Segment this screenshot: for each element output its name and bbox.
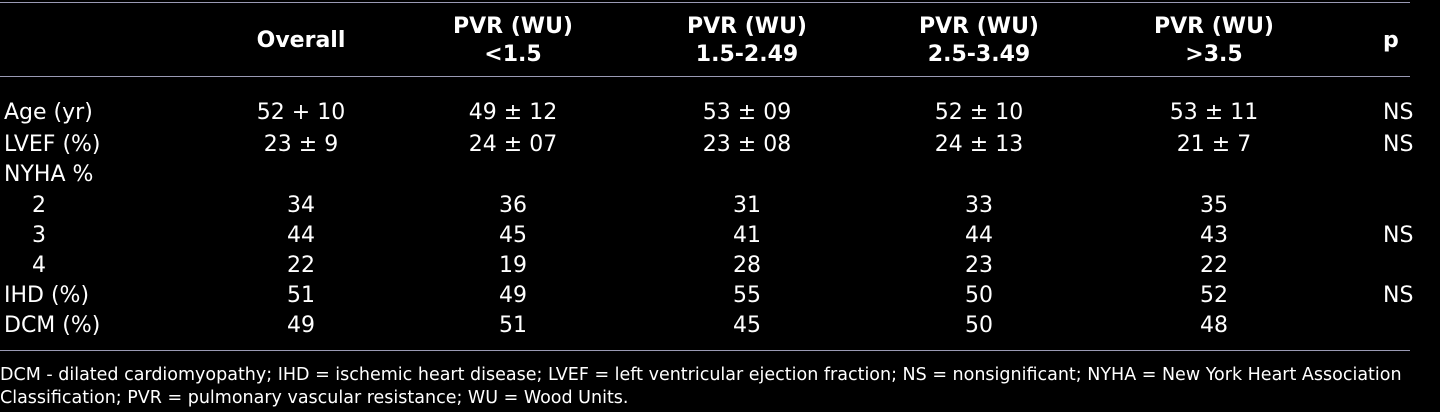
row-label: IHD (%) [4,283,90,308]
table-cell-g4: 52 [1200,283,1228,308]
table-cell-g3: 44 [965,223,993,248]
column-header-line: 2.5-3.49 [927,42,1031,67]
row-label: LVEF (%) [4,132,101,157]
table-cell-g3: 50 [965,283,993,308]
table-cell-g3: 50 [965,313,993,338]
table-cell-overall: 51 [287,283,315,308]
table-cell-g1: 49 ± 12 [468,100,558,125]
table-cell-overall: 49 [287,313,315,338]
column-header-line: PVR (WU) [687,14,807,39]
column-header-line: <1.5 [484,42,542,67]
column-header-line: >3.5 [1185,42,1243,67]
table-cell-g4: 53 ± 11 [1169,100,1259,125]
table-cell-g1: 51 [499,313,527,338]
column-header-g2: PVR (WU) 1.5-2.49 [657,13,837,69]
column-header-g4: PVR (WU) >3.5 [1124,13,1304,69]
row-label: 4 [32,253,46,278]
column-header-line: PVR (WU) [919,14,1039,39]
column-header-g3: PVR (WU) 2.5-3.49 [889,13,1069,69]
table-cell-p: NS [1383,223,1414,248]
table-cell-overall: 44 [287,223,315,248]
table-cell-overall: 22 [287,253,315,278]
row-label: 3 [32,223,46,248]
table-cell-p: NS [1383,283,1414,308]
footnote-line-2: Classification; PVR = pulmonary vascular… [0,388,629,408]
table-cell-g2: 53 ± 09 [702,100,792,125]
column-header-overall: Overall [231,13,371,69]
row-label: NYHA % [4,162,94,187]
table-cell-g2: 45 [733,313,761,338]
table-cell-g2: 55 [733,283,761,308]
table-cell-g2: 23 ± 08 [702,132,792,157]
header-divider [0,76,1410,77]
table-cell-g3: 24 ± 13 [934,132,1024,157]
row-label: Age (yr) [4,100,93,125]
table-cell-g2: 28 [733,253,761,278]
table-cell-p: NS [1383,100,1414,125]
row-label: 2 [32,193,46,218]
table-cell-g2: 41 [733,223,761,248]
table-bottom-rule [0,350,1410,351]
table-cell-overall: 34 [287,193,315,218]
row-label: DCM (%) [4,313,101,338]
table-cell-g4: 21 ± 7 [1176,132,1252,157]
table-cell-g1: 49 [499,283,527,308]
table-cell-g1: 19 [499,253,527,278]
table-cell-g3: 23 [965,253,993,278]
column-header-line: 1.5-2.49 [695,42,799,67]
table-cell-g3: 33 [965,193,993,218]
table-cell-g1: 36 [499,193,527,218]
table-cell-overall: 23 ± 9 [263,132,339,157]
column-header-line: PVR (WU) [453,14,573,39]
table-cell-g4: 35 [1200,193,1228,218]
column-header-line: PVR (WU) [1154,14,1274,39]
table-cell-g1: 24 ± 07 [468,132,558,157]
table-cell-overall: 52 + 10 [256,100,346,125]
table-cell-g4: 22 [1200,253,1228,278]
table-cell-g2: 31 [733,193,761,218]
table-cell-g4: 43 [1200,223,1228,248]
table-cell-p: NS [1383,132,1414,157]
table-cell-g4: 48 [1200,313,1228,338]
footnote-line-1: DCM - dilated cardiomyopathy; IHD = isch… [0,365,1402,385]
table-cell-g3: 52 ± 10 [934,100,1024,125]
table-footnote: DCM - dilated cardiomyopathy; IHD = isch… [0,364,1430,410]
column-header-line: Overall [256,28,346,53]
table-cell-g1: 45 [499,223,527,248]
column-header-line: p [1383,28,1399,53]
column-header-p: p [1383,13,1403,69]
table-top-rule [0,2,1410,3]
column-header-g1: PVR (WU) <1.5 [423,13,603,69]
